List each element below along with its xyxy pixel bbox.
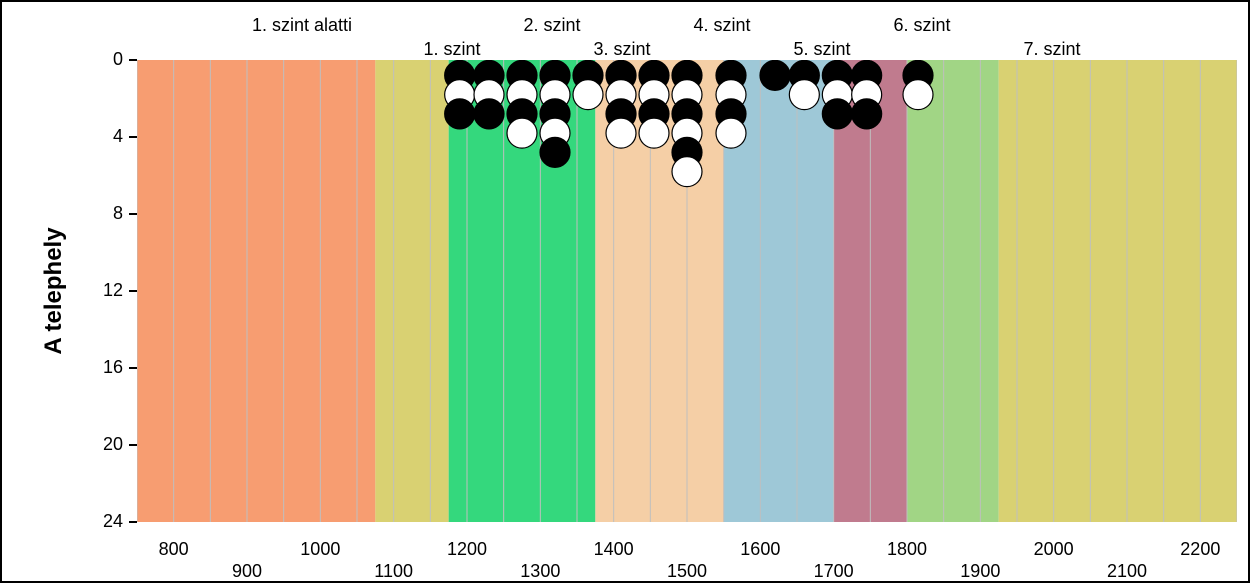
level-band xyxy=(137,60,375,522)
data-point xyxy=(474,99,504,129)
x-tick-label: 2000 xyxy=(1034,539,1074,559)
level-band xyxy=(375,60,448,522)
x-tick-label: 1500 xyxy=(667,561,707,581)
level-label: 4. szint xyxy=(693,15,750,35)
x-tick-label: 1700 xyxy=(814,561,854,581)
x-axis: 800 900 1000 1100 1200 1300 1400 1500 1600 1700 18… xyxy=(159,539,1221,581)
y-axis-title: A telephely xyxy=(40,221,68,361)
level-label: 3. szint xyxy=(593,39,650,59)
level-label: 1. szint xyxy=(423,39,480,59)
data-point xyxy=(903,80,933,110)
data-point xyxy=(672,157,702,187)
x-tick-label: 1100 xyxy=(374,561,413,581)
level-band xyxy=(999,60,1237,522)
data-point xyxy=(760,60,790,90)
x-tick-label: 1600 xyxy=(740,539,780,559)
data-point xyxy=(445,99,475,129)
y-tick-label: 0 xyxy=(113,49,123,69)
y-axis: 0 4 8 12 16 20 24 xyxy=(103,49,137,531)
x-tick-label: 1200 xyxy=(447,539,487,559)
y-tick-label: 24 xyxy=(103,511,123,531)
top-level-labels: 1. szint alatti 2. szint 4. szint 6. szint 1… xyxy=(252,15,1081,59)
data-point xyxy=(606,118,636,148)
chart-svg: 0 4 8 12 16 20 24 800 900 1000 1100 1200 1300 1400 150… xyxy=(2,2,1250,585)
y-tick-label: 16 xyxy=(103,357,123,377)
y-tick-label: 20 xyxy=(103,434,123,454)
y-tick-label: 8 xyxy=(113,203,123,223)
x-tick-label: 800 xyxy=(159,539,189,559)
level-band xyxy=(907,60,999,522)
data-point xyxy=(852,99,882,129)
data-point xyxy=(507,118,537,148)
level-label: 1. szint alatti xyxy=(252,15,352,35)
level-label: 7. szint xyxy=(1023,39,1080,59)
x-tick-label: 1300 xyxy=(520,561,560,581)
x-tick-label: 900 xyxy=(232,561,262,581)
level-label: 5. szint xyxy=(793,39,850,59)
x-tick-label: 1000 xyxy=(300,539,340,559)
data-point xyxy=(822,99,852,129)
chart-frame: 0 4 8 12 16 20 24 800 900 1000 1100 1200 1300 1400 150… xyxy=(0,0,1250,583)
x-tick-label: 1400 xyxy=(594,539,634,559)
data-point xyxy=(573,80,603,110)
y-tick-label: 12 xyxy=(103,280,123,300)
x-tick-label: 2100 xyxy=(1107,561,1147,581)
level-label: 2. szint xyxy=(523,15,580,35)
data-point xyxy=(639,118,669,148)
data-point xyxy=(789,80,819,110)
x-tick-label: 1800 xyxy=(887,539,927,559)
data-point xyxy=(540,137,570,167)
level-label: 6. szint xyxy=(893,15,950,35)
y-tick-label: 4 xyxy=(113,126,123,146)
data-point xyxy=(716,118,746,148)
x-tick-label: 2200 xyxy=(1180,539,1220,559)
x-tick-label: 1900 xyxy=(960,561,1000,581)
